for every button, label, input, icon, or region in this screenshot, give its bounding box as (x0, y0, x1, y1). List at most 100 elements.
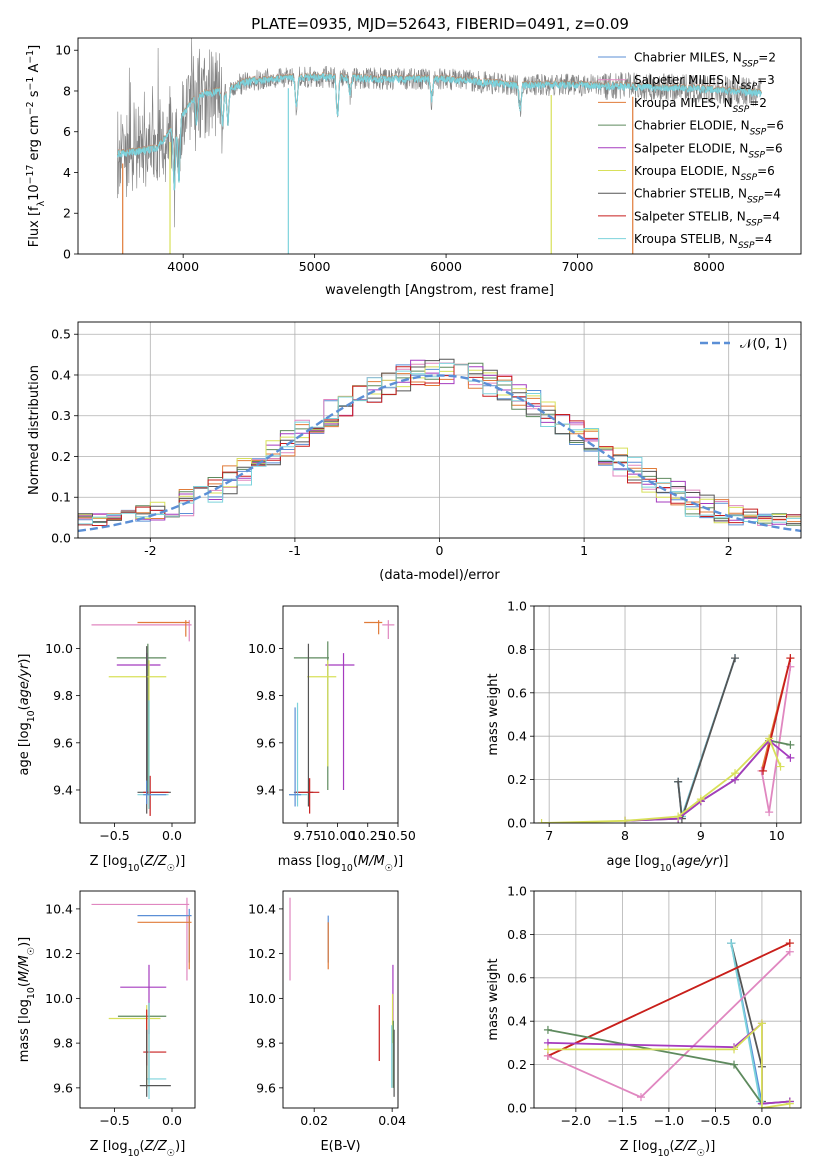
label-part: Z/Z (144, 1139, 168, 1154)
tick-label: 10.0 (45, 641, 73, 656)
label-part: ( (17, 705, 32, 710)
salpeter-miles-series (760, 666, 792, 813)
legend-label: 𝒩(0, 1) (740, 337, 787, 352)
tick-label: 1.0 (507, 599, 527, 614)
legend-sub: SSP (733, 105, 750, 115)
label-part: ☉ (167, 863, 175, 874)
legend-sub: SSP (746, 218, 763, 228)
label-part: )] (175, 854, 185, 869)
label-part: ☉ (385, 863, 393, 874)
label-part: ( (670, 1139, 675, 1154)
tick-label: 5000 (299, 259, 331, 274)
tick-label: 9.8 (256, 688, 276, 703)
tick-label: 10.50 (380, 828, 416, 843)
legend-text: Salpeter ELODIE, N (634, 141, 748, 155)
label-part: ( (17, 982, 32, 987)
tick-label: 0.6 (507, 685, 527, 700)
legend-sub: SSP (750, 128, 767, 138)
label-part: ] (27, 45, 42, 50)
label-part: 10 (128, 863, 140, 874)
label-part: M/M (358, 854, 385, 869)
marker (786, 654, 795, 663)
legend-n: =2 (758, 51, 776, 65)
marker (785, 939, 794, 948)
label-part: Z [log (620, 1139, 658, 1154)
marker (765, 808, 774, 817)
tick-label: 7 (545, 828, 553, 843)
spectrum-lines (116, 38, 762, 254)
legend-label: Kroupa STELIB, NSSP=4 (634, 232, 772, 251)
label-part: 10 (341, 863, 353, 874)
label-part: Z/Z (674, 1139, 698, 1154)
marker (759, 766, 768, 775)
legend-text: Chabrier MILES, N (634, 51, 742, 65)
marker (731, 769, 740, 778)
legend-sub: SSP (741, 173, 758, 183)
tick-label: 0.8 (507, 927, 527, 942)
tick-label: 0.8 (507, 642, 527, 657)
label-part: E(B-V) (320, 1139, 360, 1154)
axes-frame (533, 605, 802, 824)
normal-curve (78, 374, 801, 533)
marker (674, 777, 683, 786)
axes-frame (79, 890, 196, 1109)
legend-text: Salpeter STELIB, N (634, 209, 746, 223)
marker (543, 1045, 552, 1054)
label-part: λ (36, 200, 47, 206)
legend-sub: SSP (742, 60, 759, 70)
tick-label: 6000 (430, 259, 462, 274)
label-part: wavelength [Angstrom, rest frame] (325, 283, 554, 298)
tick-label: 0.2 (51, 449, 71, 464)
tick-label: 9.6 (256, 1080, 276, 1095)
tick-label: 7000 (562, 259, 594, 274)
tick-label: 4 (63, 165, 71, 180)
legend-label: Chabrier ELODIE, NSSP=6 (634, 119, 784, 138)
series-lines (543, 939, 794, 1108)
legend-text: Kroupa ELODIE, N (634, 164, 741, 178)
y-axis-label: mass [log10(M/M☉)] (17, 937, 37, 1063)
legend-label: Salpeter ELODIE, NSSP=6 (634, 141, 783, 160)
marker (696, 795, 705, 804)
label-part: ☉ (167, 1148, 175, 1159)
salpeter-stelib-series (762, 657, 792, 772)
tick-label: 0.0 (162, 828, 182, 843)
tick-label: 8 (621, 828, 629, 843)
legend-sub: SSP (741, 82, 758, 92)
tick-label: 10.4 (248, 901, 276, 916)
label-part: age [log (606, 854, 659, 869)
tick-label: 1.0 (507, 884, 527, 899)
label-part: Z [log (90, 854, 128, 869)
tick-label: −1.0 (654, 1113, 684, 1128)
axes-frame (282, 605, 399, 824)
age_vs_Z_errors-panel: −0.5 0.09.49.69.810.0Z [log10(Z/Z☉)]age [… (17, 605, 196, 874)
x-axis-label: wavelength [Angstrom, rest frame] (325, 283, 554, 298)
tick-label: 10.25 (350, 828, 386, 843)
y-axis-label: age [log10(age/yr)] (17, 653, 37, 775)
tick-label: 0.04 (378, 1113, 406, 1128)
label-part: age [log (17, 722, 32, 775)
label-part: erg cm (27, 115, 42, 164)
tick-label: 0.0 (507, 1101, 527, 1116)
legend-n: =4 (764, 187, 782, 201)
tick-label: 9 (697, 828, 705, 843)
tick-label: 10.2 (45, 946, 73, 961)
y-axis-label: Normed distribution (27, 365, 42, 495)
tick-label: 0.0 (51, 531, 71, 546)
histogram-lines (78, 358, 801, 533)
legend-sub: SSP (748, 150, 765, 160)
kroupa-elodie-series (541, 736, 782, 823)
label-part: Flux [f (27, 206, 42, 247)
tick-label: 2 (63, 206, 71, 221)
label-part: mass [log (278, 854, 341, 869)
legend-text: Chabrier ELODIE, N (634, 119, 750, 133)
label-part: −2 (25, 101, 36, 115)
label-part: 10 (26, 710, 37, 722)
tick-label: 0.4 (507, 729, 527, 744)
label-part: −17 (25, 165, 36, 185)
tick-label: 10 (55, 43, 71, 58)
legend-n: =4 (754, 232, 772, 246)
tick-label: 0 (436, 543, 444, 558)
legend-sub: SSP (747, 196, 764, 206)
tick-label: 9.4 (53, 782, 73, 797)
